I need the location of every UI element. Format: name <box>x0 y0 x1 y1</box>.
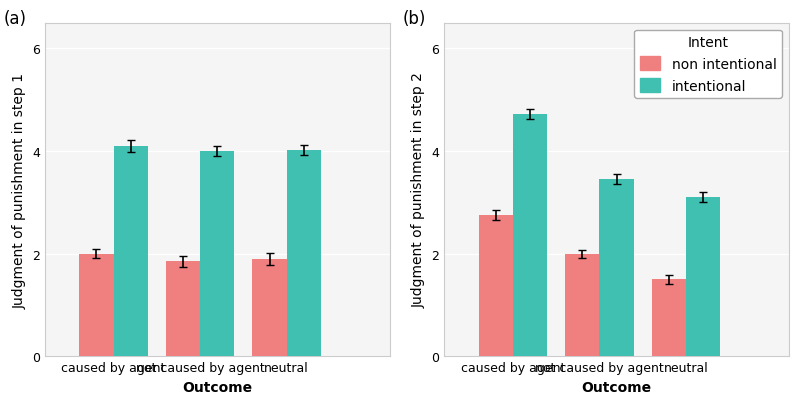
Bar <box>686 198 720 356</box>
Bar <box>652 280 686 356</box>
Y-axis label: Judgment of punishment in step 1: Judgment of punishment in step 1 <box>13 72 26 308</box>
Bar <box>599 180 634 356</box>
Bar <box>79 254 114 356</box>
X-axis label: Outcome: Outcome <box>582 380 652 394</box>
Bar <box>565 254 599 356</box>
Text: (b): (b) <box>403 10 426 28</box>
Bar <box>166 262 200 356</box>
X-axis label: Outcome: Outcome <box>182 380 252 394</box>
Bar <box>252 259 286 356</box>
Bar <box>286 151 321 356</box>
Legend: non intentional, intentional: non intentional, intentional <box>634 30 782 99</box>
Text: (a): (a) <box>3 10 26 28</box>
Y-axis label: Judgment of punishment in step 2: Judgment of punishment in step 2 <box>412 72 426 308</box>
Bar <box>200 151 234 356</box>
Bar <box>114 147 148 356</box>
Bar <box>478 216 513 356</box>
Bar <box>513 115 547 356</box>
